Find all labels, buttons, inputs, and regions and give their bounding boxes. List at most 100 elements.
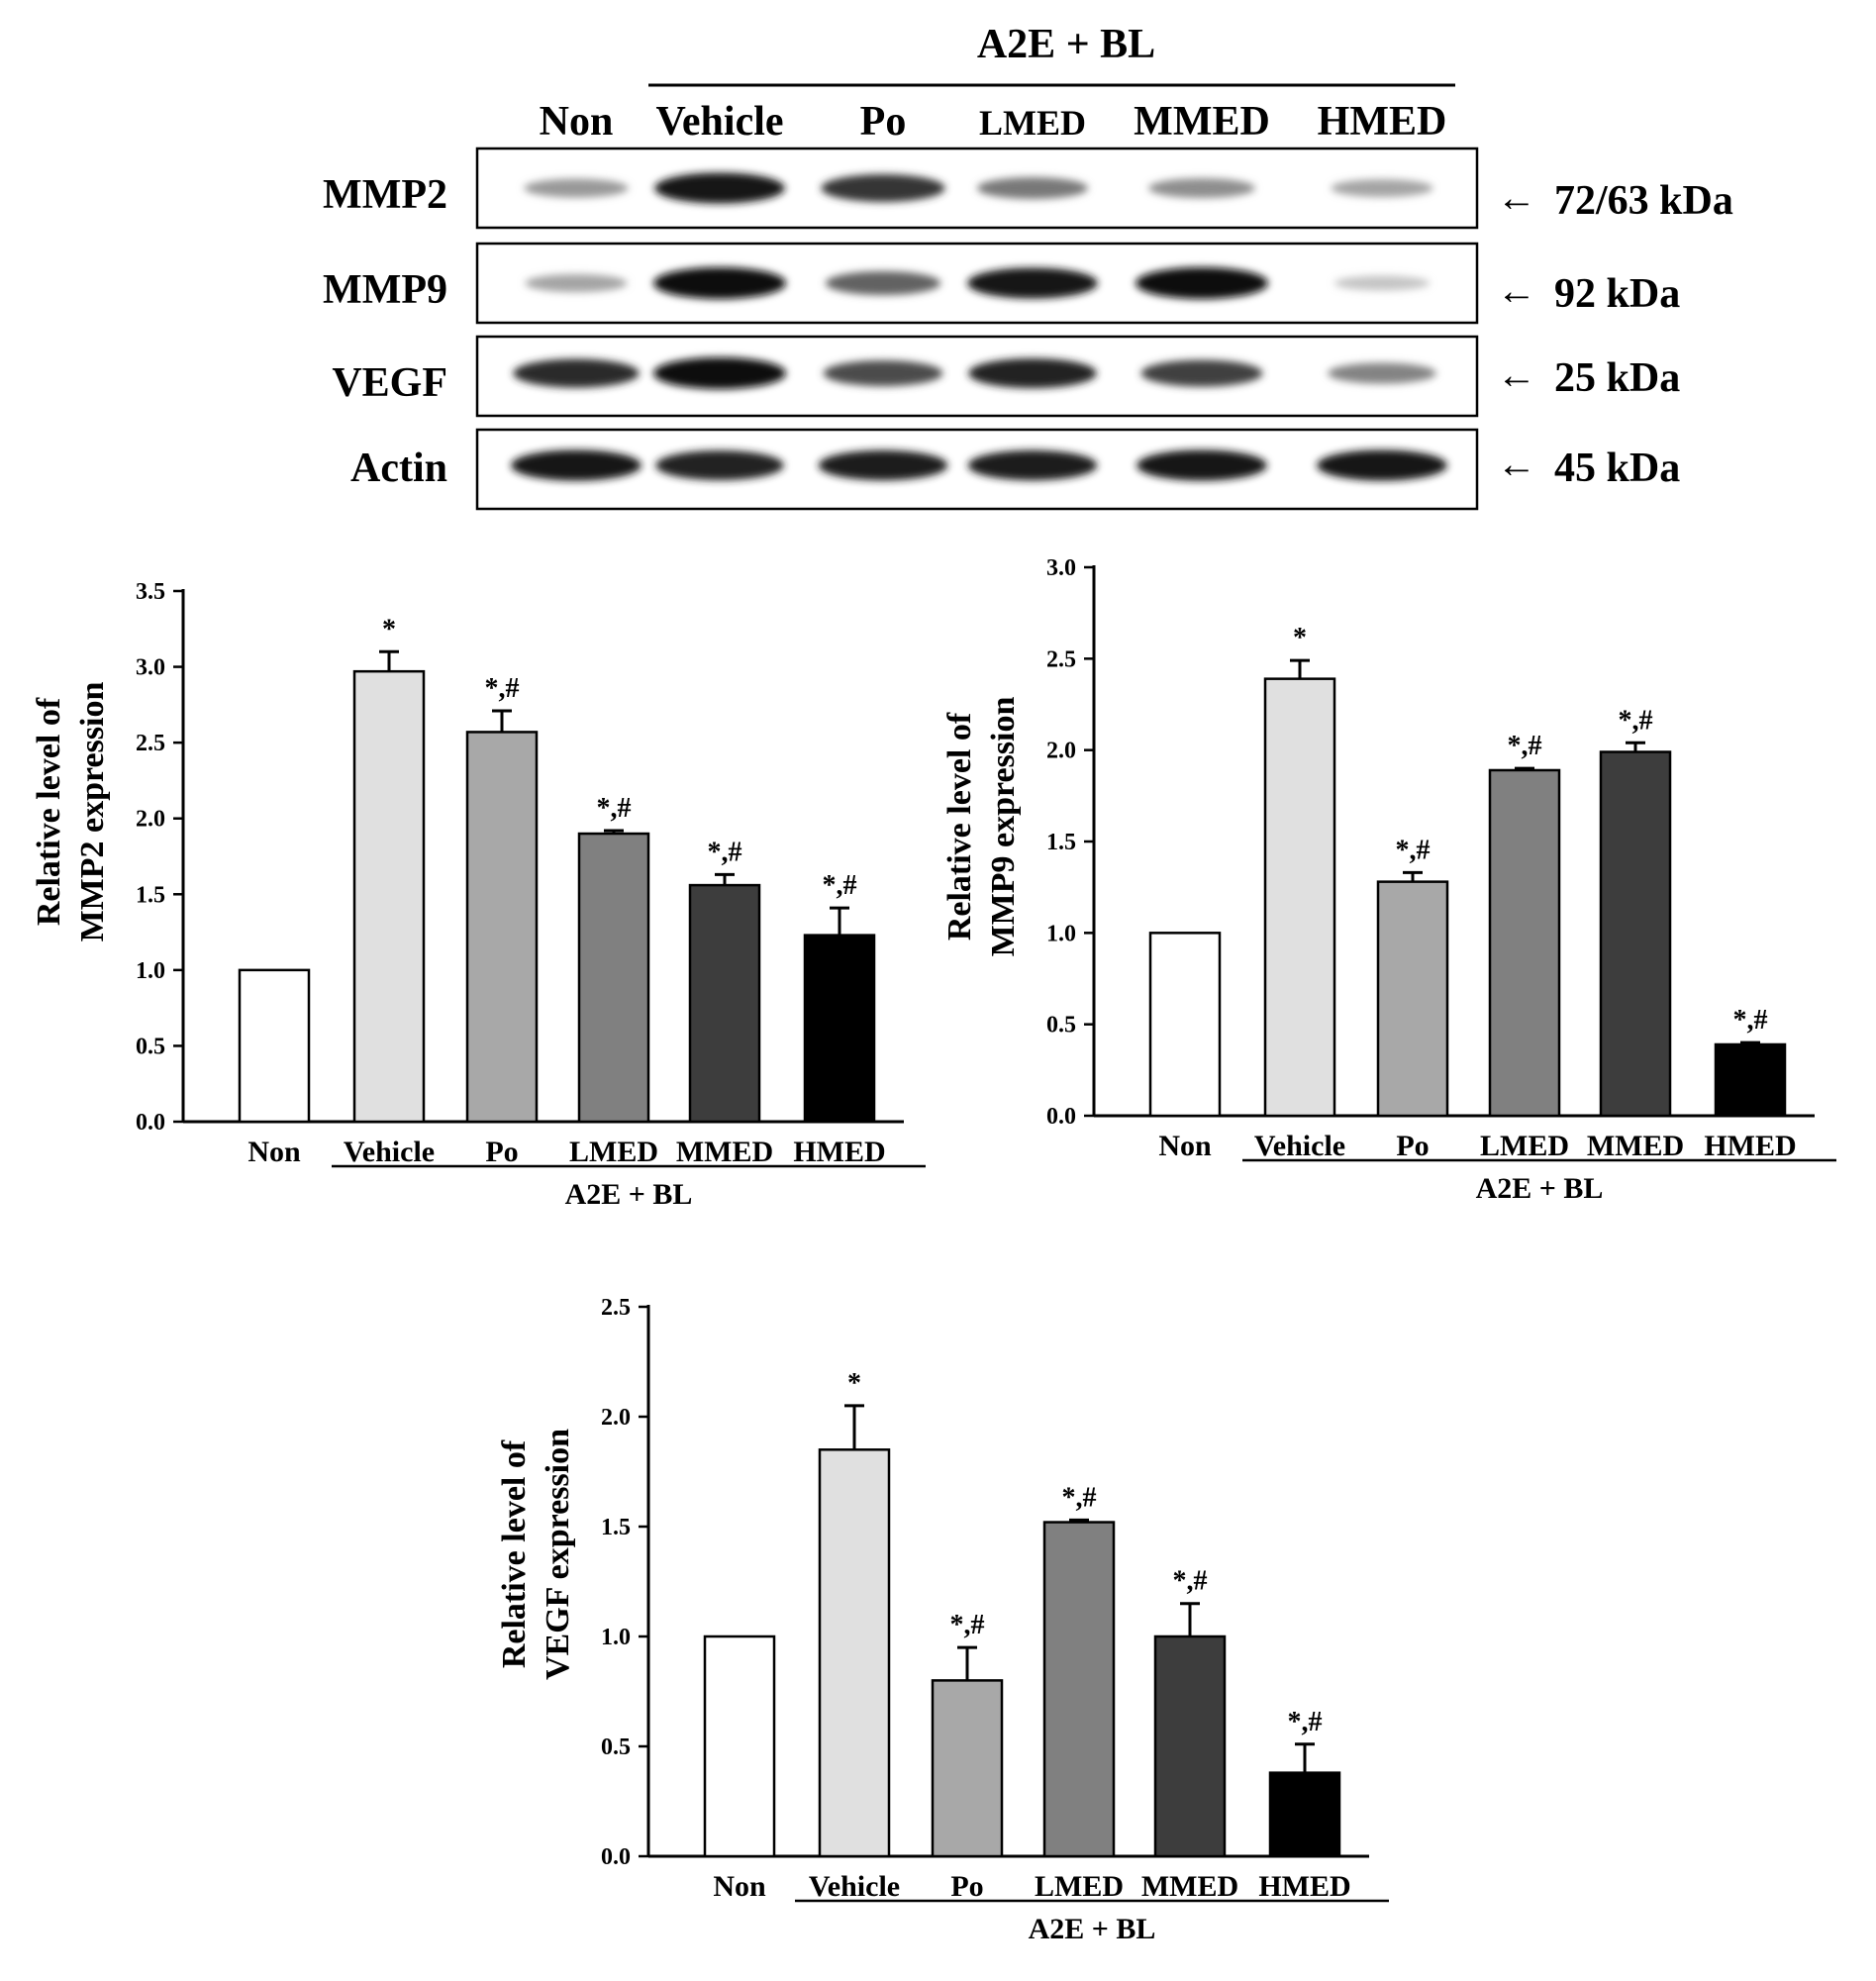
y-tick-label: 2.5: [1046, 646, 1076, 672]
y-tick-label: 0.5: [136, 1034, 165, 1059]
y-tick-label: 2.0: [136, 807, 165, 833]
x-tick-label: HMED: [1704, 1130, 1796, 1162]
x-tick-label: Po: [485, 1136, 518, 1168]
significance-label: *,#: [1619, 705, 1653, 736]
blot-band: [1140, 359, 1263, 387]
x-tick-label: Non: [713, 1870, 766, 1903]
y-tick-label: 0.5: [1046, 1013, 1076, 1039]
bar: [1268, 1771, 1341, 1858]
x-tick-label: Non: [1158, 1130, 1212, 1162]
x-tick-label: Vehicle: [344, 1136, 435, 1168]
y-axis-label: Relative level of MMP9 expression: [941, 696, 1022, 956]
bar: [688, 883, 761, 1124]
blot-band: [654, 172, 785, 204]
blot-band: [513, 358, 640, 388]
y-tick-label: 2.0: [1046, 739, 1076, 764]
chart-mmp9: Relative level of MMP9 expression 0.0 0.5…: [941, 555, 1836, 1205]
blot-lane-label: MMED: [1134, 99, 1270, 145]
significance-label: *,#: [1508, 731, 1542, 761]
y-axis-label-line1: Relative level of: [31, 697, 67, 926]
blot-band: [511, 449, 642, 481]
blot-band: [977, 177, 1088, 199]
y-tick-label: 2.5: [601, 1295, 631, 1321]
group-label: A2E + BL: [1476, 1172, 1604, 1205]
bar: [1042, 1521, 1116, 1858]
x-tick-label: LMED: [1035, 1870, 1124, 1903]
protein-label: MMP2: [323, 172, 447, 218]
molecular-weight-label: 92 kDa: [1554, 271, 1680, 317]
blot-band: [1331, 179, 1433, 197]
blot-band: [1136, 449, 1267, 481]
blot-lane-label: HMED: [1318, 99, 1447, 145]
blot-row-mmp9: MMP9 ← 92 kDa: [323, 242, 1680, 325]
size-arrow: ←: [1497, 175, 1536, 220]
blot-band: [967, 267, 1098, 299]
y-axis-label-line2: MMP9 expression: [985, 696, 1022, 956]
group-label: A2E + BL: [565, 1178, 693, 1211]
y-tick-label: 1.0: [136, 958, 165, 984]
y-tick-label: 0.5: [601, 1734, 631, 1760]
bar: [352, 669, 426, 1124]
x-tick-label: Po: [1396, 1130, 1429, 1162]
y-tick-label: 2.5: [136, 731, 165, 756]
protein-label: Actin: [350, 446, 447, 491]
group-label: A2E + BL: [1029, 1913, 1156, 1945]
y-axis-label-line2: VEGF expression: [540, 1429, 576, 1680]
x-tick-label: Non: [247, 1136, 301, 1168]
bar: [1148, 932, 1222, 1118]
blot-lane-label: Vehicle: [655, 99, 783, 145]
y-axis-label-line1: Relative level of: [941, 712, 978, 941]
x-tick-label: Po: [950, 1870, 983, 1903]
y-tick-label: 2.0: [601, 1405, 631, 1431]
blot-band: [1333, 275, 1431, 291]
blot-band: [1135, 267, 1268, 299]
blot-lane-label: LMED: [979, 103, 1086, 143]
chart-vegf: Relative level of VEGF expression 0.0 0.5…: [496, 1295, 1389, 1945]
significance-label: *,#: [950, 1610, 985, 1640]
bar: [1376, 880, 1449, 1118]
blot-band: [825, 271, 941, 295]
y-tick-label: 0.0: [601, 1844, 631, 1870]
bar: [1488, 768, 1561, 1118]
bar: [931, 1679, 1004, 1858]
significance-label: *: [382, 614, 396, 644]
y-tick-label: 3.5: [136, 579, 165, 605]
blot-band: [967, 449, 1098, 481]
bar: [803, 934, 876, 1124]
protein-label: MMP9: [323, 267, 447, 313]
x-tick-label: MMED: [676, 1136, 773, 1168]
blot-band: [653, 357, 786, 389]
x-tick-label: Vehicle: [1254, 1130, 1345, 1162]
significance-label: *,#: [1062, 1482, 1097, 1513]
y-axis-label-line2: MMP2 expression: [74, 681, 111, 941]
blot-band: [525, 274, 628, 292]
bar: [238, 968, 311, 1124]
bar: [1599, 750, 1672, 1118]
significance-label: *: [1293, 623, 1307, 653]
y-tick-label: 1.5: [601, 1515, 631, 1540]
molecular-weight-label: 25 kDa: [1554, 355, 1680, 401]
size-arrow: ←: [1497, 268, 1536, 313]
x-tick-label: Vehicle: [809, 1870, 900, 1903]
y-axis-label: Relative level of VEGF expression: [496, 1429, 576, 1680]
blot-band: [653, 267, 786, 299]
x-tick-label: HMED: [793, 1136, 885, 1168]
y-axis-label: Relative level of MMP2 expression: [31, 681, 111, 941]
significance-label: *,#: [597, 793, 632, 824]
blot-row-vegf: VEGF ← 25 kDa: [332, 335, 1680, 418]
blot-lane-label: Po: [860, 99, 907, 145]
significance-label: *,#: [823, 870, 857, 901]
blot-band: [818, 449, 948, 481]
bar: [465, 731, 539, 1124]
blot-band: [524, 178, 629, 198]
bar: [1263, 677, 1336, 1118]
bar: [1714, 1042, 1787, 1118]
molecular-weight-label: 45 kDa: [1554, 446, 1680, 491]
chart-mmp2: Relative level of MMP2 expression 0.0 0.5…: [31, 579, 926, 1211]
blot-header: A2E + BL Non Vehicle Po LMED MMED HMED: [540, 22, 1455, 145]
molecular-weight-label: 72/63 kDa: [1554, 178, 1733, 224]
significance-label: *: [847, 1368, 861, 1399]
blot-lane-label: Non: [540, 99, 614, 145]
y-tick-label: 3.0: [1046, 555, 1076, 581]
